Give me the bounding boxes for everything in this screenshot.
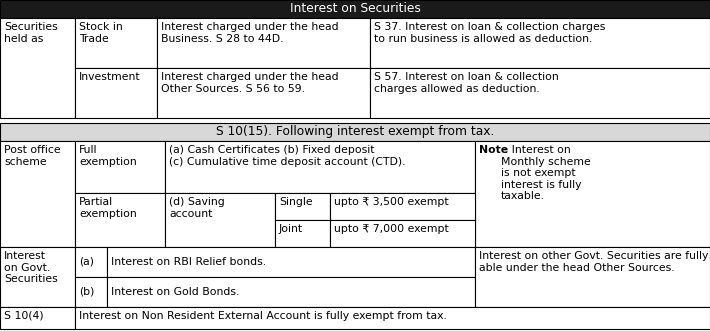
Text: (a): (a) bbox=[79, 257, 94, 267]
Bar bbox=[75, 247, 107, 277]
Text: (d) Saving
account: (d) Saving account bbox=[169, 197, 225, 218]
Bar bbox=[107, 277, 475, 307]
Bar bbox=[0, 123, 710, 141]
Text: Interest on Non Resident External Account is fully exempt from tax.: Interest on Non Resident External Accoun… bbox=[79, 311, 447, 321]
Text: Interest on Securities: Interest on Securities bbox=[290, 3, 420, 16]
Text: Securities
held as: Securities held as bbox=[4, 22, 58, 44]
Text: Interest on RBI Relief bonds.: Interest on RBI Relief bonds. bbox=[111, 257, 266, 267]
Text: Interest on other Govt. Securities are fully tax-
able under the head Other Sour: Interest on other Govt. Securities are f… bbox=[479, 251, 710, 273]
Bar bbox=[75, 68, 157, 118]
Text: Stock in
Trade: Stock in Trade bbox=[79, 22, 123, 44]
Bar bbox=[370, 18, 710, 68]
Text: Full
exemption: Full exemption bbox=[79, 145, 137, 166]
Text: Interest
on Govt.
Securities: Interest on Govt. Securities bbox=[4, 251, 58, 284]
Bar bbox=[75, 141, 165, 193]
Text: Interest charged under the head
Business. S 28 to 44D.: Interest charged under the head Business… bbox=[161, 22, 339, 44]
Bar bbox=[330, 220, 475, 247]
Bar bbox=[75, 18, 157, 68]
Text: S 57. Interest on loan & collection
charges allowed as deduction.: S 57. Interest on loan & collection char… bbox=[374, 72, 559, 94]
Bar bbox=[0, 141, 75, 247]
Text: Interest on Gold Bonds.: Interest on Gold Bonds. bbox=[111, 287, 239, 297]
Text: Single: Single bbox=[279, 197, 312, 207]
Bar bbox=[75, 307, 710, 329]
Text: : Interest on
Monthly scheme
is not exempt
interest is fully
taxable.: : Interest on Monthly scheme is not exem… bbox=[501, 145, 591, 201]
Bar bbox=[475, 141, 710, 247]
Bar bbox=[165, 141, 475, 193]
Bar bbox=[75, 193, 165, 247]
Bar bbox=[0, 18, 75, 118]
Text: Partial
exemption: Partial exemption bbox=[79, 197, 137, 218]
Bar bbox=[0, 247, 75, 307]
Text: Post office
scheme: Post office scheme bbox=[4, 145, 60, 166]
Text: Interest charged under the head
Other Sources. S 56 to 59.: Interest charged under the head Other So… bbox=[161, 72, 339, 94]
Bar bbox=[275, 193, 330, 220]
Text: Joint: Joint bbox=[279, 224, 303, 234]
Bar bbox=[475, 247, 710, 307]
Text: Note: Note bbox=[479, 145, 508, 155]
Text: S 37. Interest on loan & collection charges
to run business is allowed as deduct: S 37. Interest on loan & collection char… bbox=[374, 22, 606, 44]
Bar bbox=[107, 247, 475, 277]
Bar bbox=[0, 307, 75, 329]
Text: Investment: Investment bbox=[79, 72, 141, 82]
Text: upto ₹ 3,500 exempt: upto ₹ 3,500 exempt bbox=[334, 197, 449, 207]
Text: S 10(4): S 10(4) bbox=[4, 311, 43, 321]
Text: upto ₹ 7,000 exempt: upto ₹ 7,000 exempt bbox=[334, 224, 449, 234]
Bar bbox=[75, 277, 107, 307]
Bar bbox=[157, 68, 370, 118]
Text: (b): (b) bbox=[79, 287, 94, 297]
Text: (a) Cash Certificates (b) Fixed deposit
(c) Cumulative time deposit account (CTD: (a) Cash Certificates (b) Fixed deposit … bbox=[169, 145, 405, 166]
Bar bbox=[275, 220, 330, 247]
Bar bbox=[165, 193, 275, 247]
Bar bbox=[330, 193, 475, 220]
Bar bbox=[157, 18, 370, 68]
Text: S 10(15). Following interest exempt from tax.: S 10(15). Following interest exempt from… bbox=[216, 125, 494, 138]
Bar bbox=[370, 68, 710, 118]
Bar bbox=[0, 0, 710, 18]
